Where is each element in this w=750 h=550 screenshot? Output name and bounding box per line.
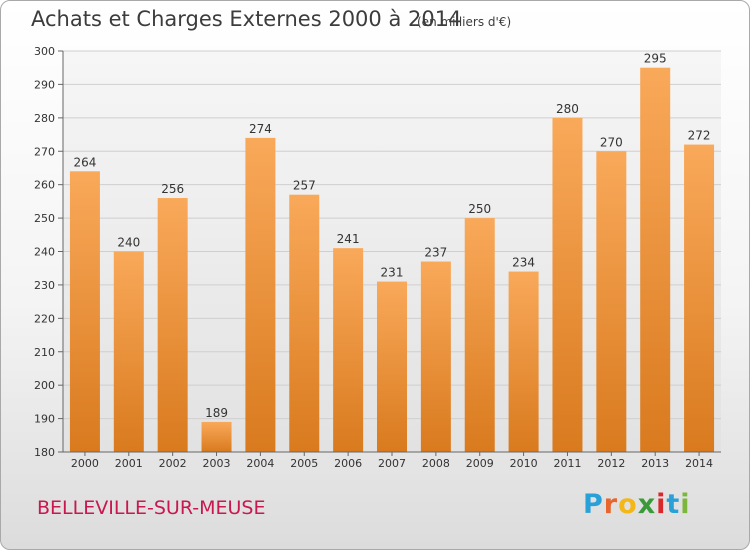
- value-label: 189: [205, 406, 228, 420]
- bars: [69, 67, 715, 453]
- bar-2013[interactable]: [640, 67, 671, 452]
- bar-2010[interactable]: [508, 271, 539, 452]
- x-tick-label: 2005: [290, 457, 318, 470]
- y-tick-label: 260: [34, 179, 55, 192]
- y-tick-label: 180: [34, 446, 55, 459]
- bar-2009[interactable]: [464, 218, 495, 452]
- value-label: 231: [381, 266, 404, 280]
- value-label: 256: [161, 182, 184, 196]
- x-tick-label: 2003: [203, 457, 231, 470]
- logo-letter: o: [618, 489, 638, 520]
- bar-2004[interactable]: [245, 137, 276, 452]
- value-labels: 264 240 256 189 274 257 241 231 237 250 234 280 270 2…: [73, 52, 710, 420]
- y-axis: 180 190 200 210 220 230 240 250 260 270 280 290 300: [34, 45, 64, 459]
- bar-2000[interactable]: [69, 171, 100, 453]
- y-tick-label: 270: [34, 145, 55, 158]
- x-tick-label: 2014: [685, 457, 713, 470]
- commune-name: BELLEVILLE-SUR-MEUSE: [37, 497, 266, 519]
- x-tick-label: 2000: [71, 457, 99, 470]
- y-tick-label: 250: [34, 212, 55, 225]
- value-label: 250: [468, 202, 491, 216]
- value-label: 274: [249, 122, 272, 136]
- y-tick-label: 230: [34, 279, 55, 292]
- x-axis: 2000 2001 2002 2003 2004 2005 2006 2007 2008 2009…: [63, 451, 721, 470]
- bar-2002[interactable]: [157, 198, 188, 452]
- value-label: 280: [556, 102, 579, 116]
- chart-subtitle: (en milliers d'€): [417, 15, 512, 29]
- value-label: 240: [117, 236, 140, 250]
- value-label: 257: [293, 179, 316, 193]
- x-tick-label: 2001: [115, 457, 143, 470]
- x-tick-label: 2004: [246, 457, 274, 470]
- bar-2014[interactable]: [684, 144, 715, 453]
- y-tick-label: 300: [34, 45, 55, 58]
- x-tick-label: 2012: [597, 457, 625, 470]
- x-tick-label: 2007: [378, 457, 406, 470]
- proxiti-logo[interactable]: Proxiti: [583, 489, 691, 520]
- logo-letter: x: [637, 489, 657, 520]
- value-label: 264: [73, 155, 96, 169]
- value-label: 241: [337, 232, 360, 246]
- y-tick-label: 240: [34, 246, 55, 259]
- bar-2005[interactable]: [289, 194, 320, 453]
- x-tick-label: 2002: [159, 457, 187, 470]
- value-label: 234: [512, 256, 535, 270]
- x-tick-label: 2009: [466, 457, 494, 470]
- y-tick-label: 220: [34, 312, 55, 325]
- bar-2008[interactable]: [420, 261, 451, 452]
- bar-2001[interactable]: [113, 251, 144, 453]
- bar-2007[interactable]: [377, 281, 407, 452]
- x-tick-label: 2010: [510, 457, 538, 470]
- logo-letter: t: [666, 489, 681, 520]
- logo-letter: r: [603, 489, 619, 520]
- bar-2006[interactable]: [333, 248, 364, 452]
- value-label: 237: [424, 246, 447, 260]
- y-tick-label: 200: [34, 379, 55, 392]
- chart-title: Achats et Charges Externes 2000 à 2014: [31, 7, 462, 31]
- y-tick-label: 190: [34, 413, 55, 426]
- y-tick-label: 280: [34, 112, 55, 125]
- bar-2012[interactable]: [596, 151, 627, 452]
- bar-2011[interactable]: [552, 117, 583, 452]
- x-tick-label: 2013: [641, 457, 669, 470]
- bar-2003[interactable]: [201, 421, 232, 452]
- x-tick-label: 2008: [422, 457, 450, 470]
- x-tick-label: 2011: [553, 457, 581, 470]
- x-tick-label: 2006: [334, 457, 362, 470]
- logo-letter: i: [656, 489, 667, 520]
- value-label: 272: [688, 129, 711, 143]
- value-label: 295: [644, 52, 667, 66]
- y-tick-label: 290: [34, 78, 55, 91]
- logo-letter: P: [583, 489, 604, 520]
- y-tick-label: 210: [34, 346, 55, 359]
- logo-letter: i: [680, 489, 691, 520]
- value-label: 270: [600, 135, 623, 149]
